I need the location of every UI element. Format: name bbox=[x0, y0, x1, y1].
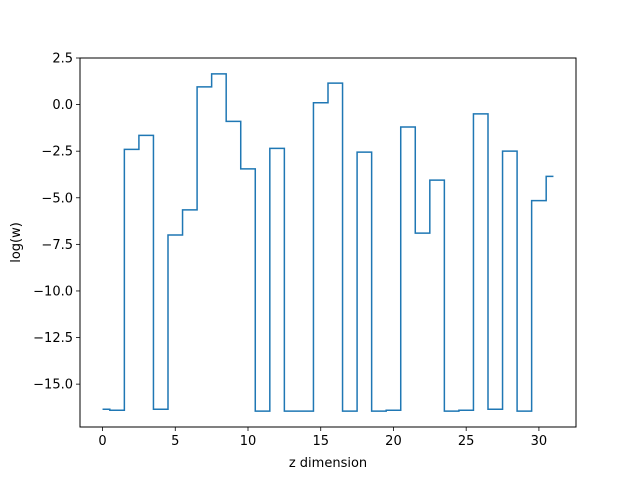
series-line-0 bbox=[102, 73, 554, 412]
y-tick-label: −7.5 bbox=[41, 238, 73, 253]
x-tick-label: 15 bbox=[312, 434, 329, 449]
y-axis-label: log(w) bbox=[9, 222, 24, 263]
y-tick-label: −5.0 bbox=[41, 191, 73, 206]
y-tick-label: −10.0 bbox=[33, 284, 73, 299]
x-tick-label: 25 bbox=[458, 434, 475, 449]
y-tick-label: −12.5 bbox=[33, 331, 73, 346]
axes-frame bbox=[79, 57, 577, 428]
y-tick-label: −15.0 bbox=[33, 378, 73, 393]
x-axis-label: z dimension bbox=[289, 456, 367, 471]
y-axis: 2.5 0.0 −2.5 −5.0 −7.5 −10.0 −12.5 −15.0 bbox=[33, 52, 80, 393]
x-tick-label: 5 bbox=[171, 434, 179, 449]
y-tick-label: −2.5 bbox=[41, 145, 73, 160]
x-tick-label: 20 bbox=[385, 434, 402, 449]
x-tick-label: 10 bbox=[240, 434, 257, 449]
x-tick-label: 30 bbox=[531, 434, 548, 449]
y-tick-label: 0.0 bbox=[52, 98, 73, 113]
y-tick-label: 2.5 bbox=[52, 52, 73, 67]
x-tick-label: 0 bbox=[98, 434, 106, 449]
plot-area bbox=[102, 73, 554, 412]
x-axis: 0 5 10 15 20 25 30 bbox=[98, 427, 547, 449]
